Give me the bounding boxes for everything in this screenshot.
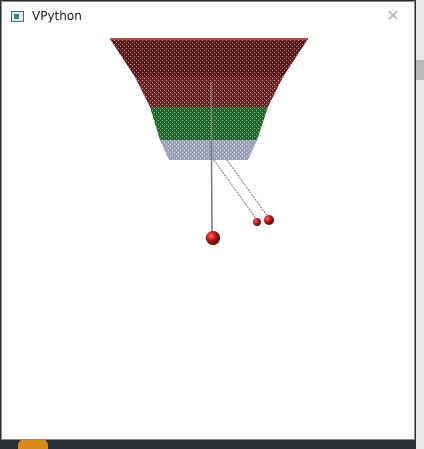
window-title: VPython	[32, 9, 82, 23]
vpython-window: VPython ✕	[1, 1, 415, 440]
ball-small-left	[253, 218, 261, 226]
taskbar-peek	[0, 436, 60, 449]
desktop-edge	[416, 0, 424, 449]
pendulum-balls	[206, 215, 274, 245]
ball-large	[206, 231, 220, 245]
taskbar-icon[interactable]	[18, 438, 48, 449]
ball-small-right	[264, 215, 274, 225]
app-icon	[11, 11, 24, 22]
string-right	[226, 159, 269, 218]
close-button[interactable]: ✕	[386, 6, 400, 25]
title-bar[interactable]: VPython ✕	[2, 2, 414, 32]
funnel-speckle	[110, 39, 308, 160]
string-main	[210, 81, 213, 235]
pendulum-strings	[210, 81, 269, 235]
string-left	[213, 159, 258, 221]
scene-svg	[110, 38, 308, 245]
funnel	[110, 38, 308, 160]
scene-canvas[interactable]	[2, 32, 414, 439]
scrollbar-thumb[interactable]	[416, 60, 424, 80]
